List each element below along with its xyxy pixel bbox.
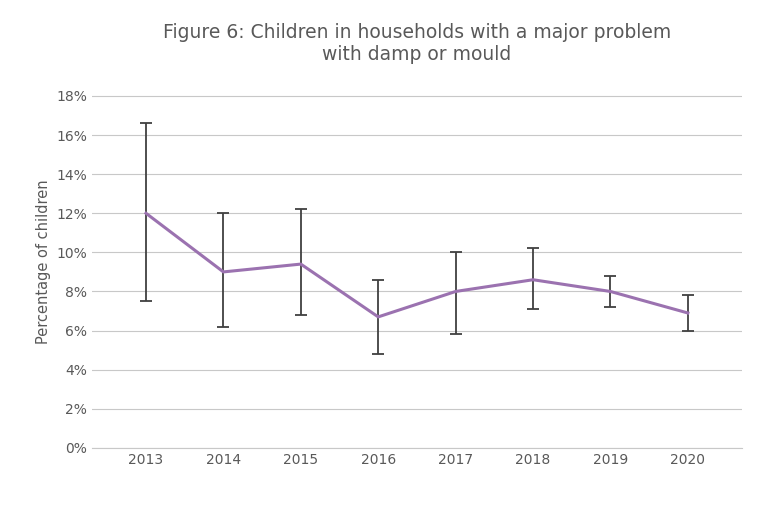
- Y-axis label: Percentage of children: Percentage of children: [35, 180, 50, 345]
- Title: Figure 6: Children in households with a major problem
with damp or mould: Figure 6: Children in households with a …: [163, 23, 671, 64]
